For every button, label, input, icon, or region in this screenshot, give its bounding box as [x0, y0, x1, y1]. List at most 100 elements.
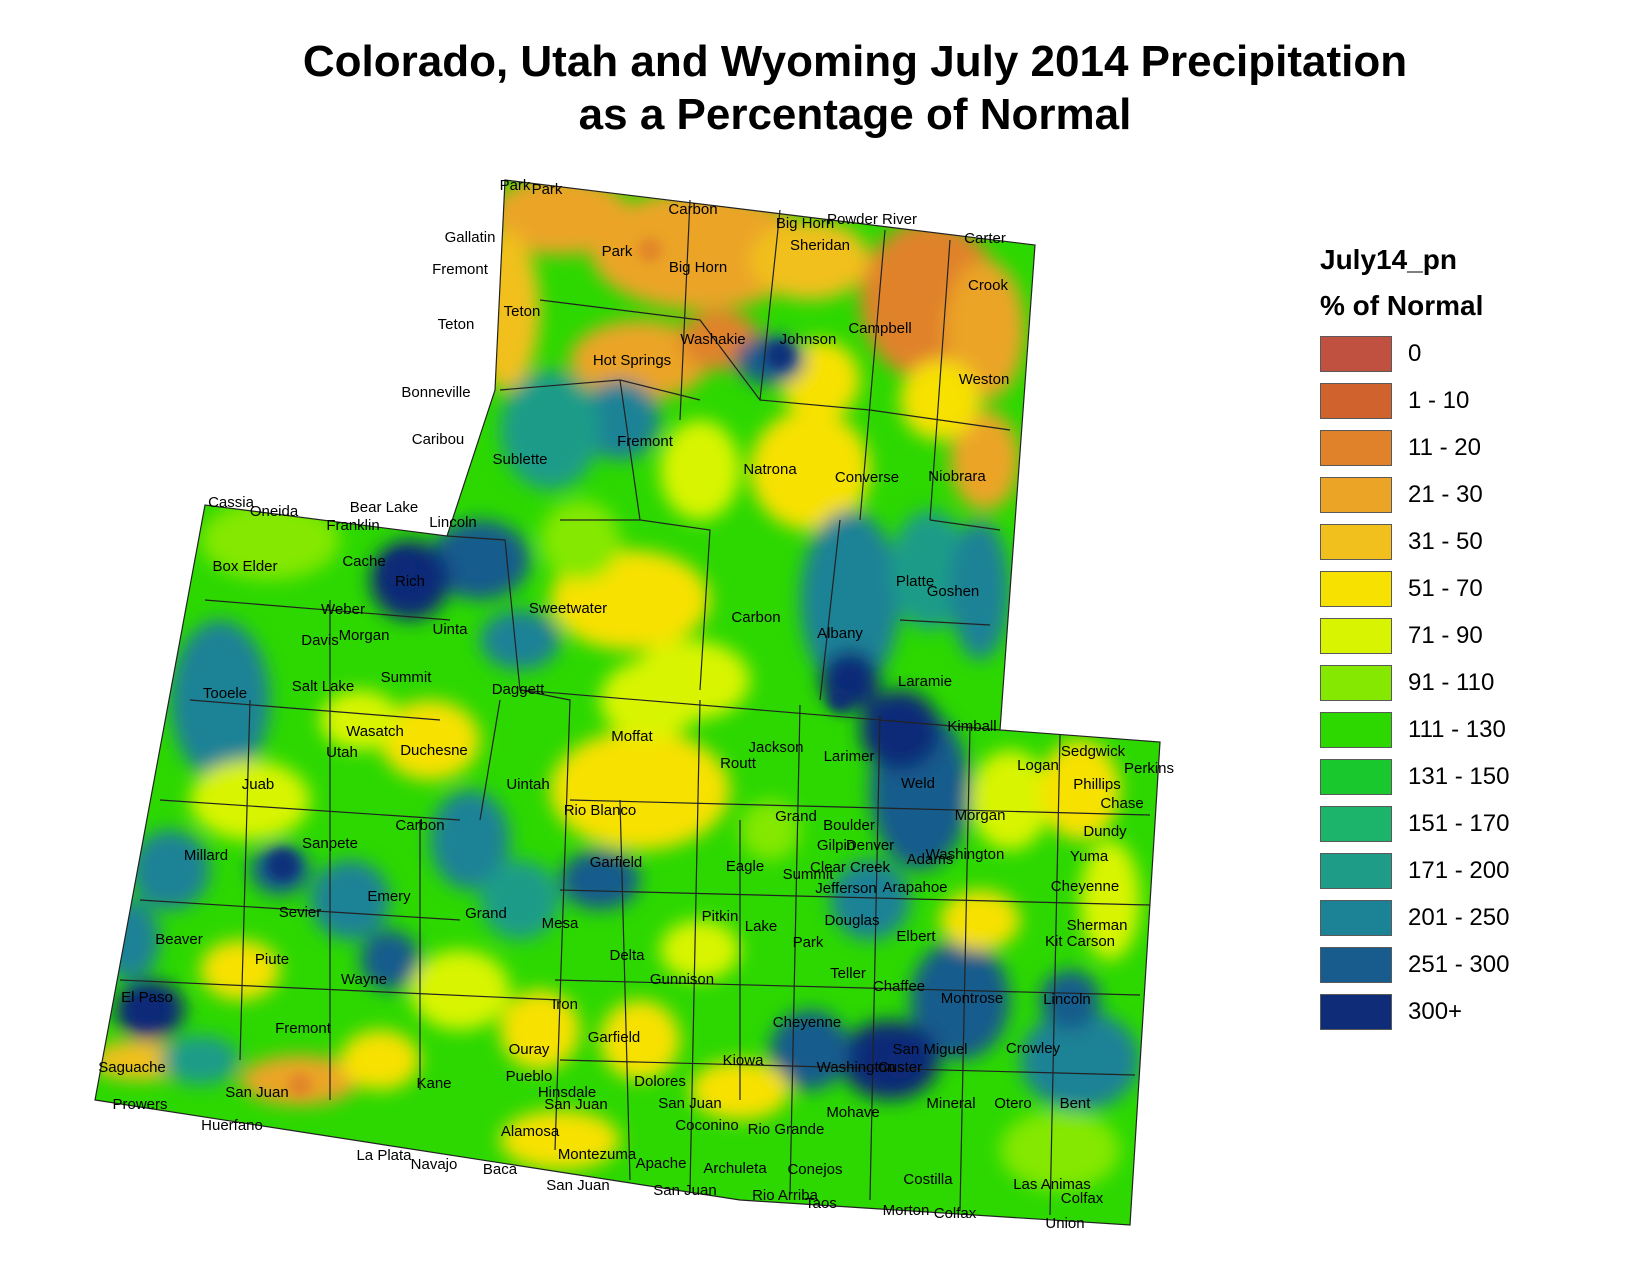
- county-label: Delta: [609, 947, 645, 964]
- county-label: Beaver: [155, 931, 203, 948]
- county-label: Sweetwater: [529, 600, 607, 617]
- county-label: Gallatin: [445, 229, 496, 246]
- legend-label: 71 - 90: [1408, 622, 1483, 649]
- county-label: Park: [793, 934, 824, 951]
- legend-label: 251 - 300: [1408, 951, 1510, 978]
- county-label: Juab: [242, 776, 275, 793]
- legend-item: 11 - 20: [1320, 429, 1481, 467]
- county-label: Tooele: [203, 685, 247, 702]
- legend-swatch: [1320, 994, 1392, 1030]
- legend-swatch: [1320, 571, 1392, 607]
- legend-label: 0: [1408, 340, 1422, 367]
- county-label: Jefferson: [815, 880, 876, 897]
- county-label: San Miguel: [892, 1041, 967, 1058]
- county-label: Teton: [504, 303, 541, 320]
- county-label: Franklin: [326, 517, 379, 534]
- county-label: Navajo: [411, 1156, 458, 1173]
- county-label: Sublette: [492, 451, 547, 468]
- county-label: Morgan: [339, 627, 390, 644]
- county-label: Platte: [896, 573, 934, 590]
- legend-item: 71 - 90: [1320, 617, 1483, 655]
- legend-label: 1 - 10: [1408, 387, 1470, 414]
- county-label: Gilpin: [817, 837, 855, 854]
- county-label: Utah: [326, 744, 358, 761]
- county-label: Rio Arriba: [752, 1187, 819, 1204]
- legend-item: 201 - 250: [1320, 899, 1509, 937]
- county-label: Summit: [783, 866, 835, 883]
- map-title-line-1: Colorado, Utah and Wyoming July 2014 Pre…: [302, 37, 1408, 86]
- county-label: Jackson: [748, 739, 803, 756]
- county-label: Phillips: [1073, 776, 1121, 793]
- county-label: Fremont: [617, 433, 674, 450]
- county-label: Kit Carson: [1045, 933, 1115, 950]
- county-label: Custer: [878, 1059, 922, 1076]
- county-label: Prowers: [112, 1096, 167, 1113]
- county-label: Uintah: [506, 776, 549, 793]
- county-label: Wayne: [341, 971, 387, 988]
- county-label: Taos: [805, 1195, 837, 1212]
- county-label: Colfax: [934, 1205, 977, 1222]
- county-label: Niobrara: [928, 468, 986, 485]
- county-label: Crook: [968, 277, 1009, 294]
- county-label: Dundy: [1083, 823, 1127, 840]
- county-label: Larimer: [824, 748, 875, 765]
- county-label: Bent: [1060, 1095, 1092, 1112]
- legend-item: 21 - 30: [1320, 476, 1483, 514]
- county-label: Conejos: [787, 1161, 842, 1178]
- legend-swatch: [1320, 759, 1392, 795]
- legend-item: 300+: [1320, 993, 1462, 1031]
- legend-swatch: [1320, 477, 1392, 513]
- county-label: Moffat: [611, 728, 653, 745]
- legend-item: 51 - 70: [1320, 570, 1483, 608]
- county-label: Hinsdale: [538, 1084, 596, 1101]
- county-label: El Paso: [121, 989, 173, 1006]
- county-label: Routt: [720, 755, 757, 772]
- legend-swatch: [1320, 524, 1392, 560]
- legend-label: 300+: [1408, 998, 1463, 1025]
- county-label: Lake: [745, 918, 778, 935]
- legend-swatch: [1320, 947, 1392, 983]
- county-label: Ouray: [509, 1041, 550, 1058]
- legend-item: 0: [1320, 335, 1421, 373]
- legend-swatch: [1320, 430, 1392, 466]
- county-label: Davis: [301, 632, 339, 649]
- county-label: Weld: [901, 775, 935, 792]
- county-label: Iron: [552, 996, 578, 1013]
- county-label: Chase: [1100, 795, 1143, 812]
- legend-item: 1 - 10: [1320, 382, 1469, 420]
- county-label: Mesa: [542, 915, 579, 932]
- county-label: Park: [500, 177, 531, 194]
- county-label: Huerfano: [201, 1117, 263, 1134]
- county-label: Sedgwick: [1061, 743, 1126, 760]
- county-label: Elbert: [896, 928, 936, 945]
- county-label: Eagle: [726, 858, 764, 875]
- county-label: Big Horn: [669, 259, 727, 276]
- county-label: Rio Blanco: [564, 802, 637, 819]
- county-label: Mineral: [926, 1095, 975, 1112]
- legend-swatch: [1320, 712, 1392, 748]
- county-label: Douglas: [824, 912, 879, 929]
- county-label: Park: [602, 243, 633, 260]
- county-label: Summit: [381, 669, 433, 686]
- county-label: Boulder: [823, 817, 875, 834]
- county-label: Pitkin: [702, 908, 739, 925]
- legend-subtitle: % of Normal: [1320, 290, 1484, 321]
- county-label: Goshen: [927, 583, 980, 600]
- county-label: Salt Lake: [292, 678, 355, 695]
- county-label: Wasatch: [346, 723, 404, 740]
- county-label: Campbell: [848, 320, 911, 337]
- legend-label: 91 - 110: [1408, 669, 1495, 696]
- legend-label: 151 - 170: [1408, 810, 1510, 837]
- legend-label: 21 - 30: [1408, 481, 1483, 508]
- county-label: Sevier: [279, 904, 322, 921]
- county-label: Sanpete: [302, 835, 358, 852]
- county-label: Cache: [342, 553, 385, 570]
- county-label: Cheyenne: [1051, 878, 1119, 895]
- county-label: Sheridan: [790, 237, 850, 254]
- legend-item: 151 - 170: [1320, 805, 1509, 843]
- county-label: Converse: [835, 469, 899, 486]
- legend-item: 31 - 50: [1320, 523, 1483, 561]
- county-label: Carbon: [731, 609, 780, 626]
- legend-label: 51 - 70: [1408, 575, 1483, 602]
